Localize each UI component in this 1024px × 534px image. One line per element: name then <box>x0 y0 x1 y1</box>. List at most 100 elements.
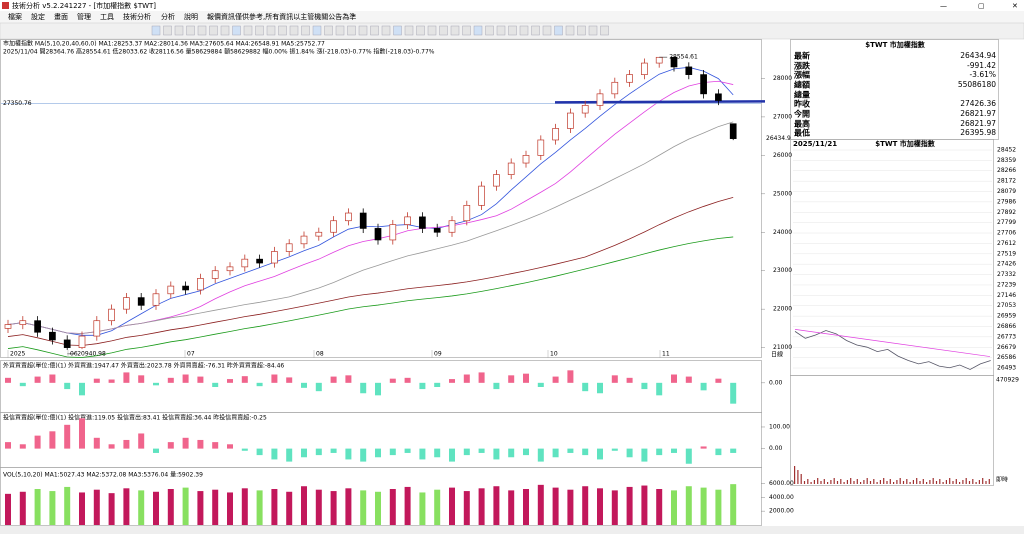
toolbar-button[interactable] <box>324 25 333 36</box>
toolbar-button[interactable] <box>232 25 241 36</box>
bar <box>523 448 529 456</box>
bar <box>108 444 115 449</box>
bar <box>537 484 544 525</box>
bar <box>19 382 26 387</box>
quote-label: 漲幅 <box>794 70 810 80</box>
quote-value: 55086180 <box>958 80 996 89</box>
bar <box>241 376 248 383</box>
toolbar-button[interactable] <box>416 25 425 36</box>
ma-line <box>7 196 734 346</box>
candle-body <box>374 228 382 241</box>
toolbar-button[interactable] <box>439 25 448 36</box>
bar <box>79 492 85 525</box>
toolbar-button[interactable] <box>335 25 345 36</box>
window-controls[interactable]: ▢ <box>978 2 985 10</box>
toolbar-button[interactable] <box>266 25 276 36</box>
bar <box>493 448 500 460</box>
menu-item[interactable]: 設定 <box>31 12 45 21</box>
candle-body <box>655 56 663 64</box>
toolbar-button[interactable] <box>370 25 379 36</box>
bar <box>597 448 603 460</box>
toolbar-button[interactable] <box>255 25 264 36</box>
bar <box>271 374 278 383</box>
menu-item[interactable]: 分析 <box>161 12 175 21</box>
toolbar-button[interactable] <box>197 25 207 36</box>
intraday-volume-bar <box>886 481 888 484</box>
bar <box>167 489 174 525</box>
bar <box>19 444 26 449</box>
y-tick-label: 27892 <box>997 209 1016 216</box>
panel-info: 投信買賣超(單位:億)(1) 投信買進:119.05 投信賣出:83.41 投信… <box>3 414 267 422</box>
intraday-volume-bar <box>982 478 984 484</box>
candle-body <box>611 81 619 95</box>
toolbar-button[interactable] <box>577 25 586 36</box>
quote-value: 27426.36 <box>960 99 996 108</box>
toolbar-button[interactable] <box>600 25 609 36</box>
toolbar-button[interactable] <box>393 25 402 36</box>
toolbar-button[interactable] <box>186 25 195 36</box>
candle-body <box>389 224 397 241</box>
intraday-volume-bar <box>820 481 822 484</box>
toolbar-button[interactable] <box>381 25 391 36</box>
toolbar-button[interactable] <box>174 25 184 36</box>
toolbar-button[interactable] <box>278 25 287 36</box>
menu-item[interactable]: 檔案 <box>8 12 22 21</box>
window-controls[interactable]: ✕ <box>1012 2 1018 10</box>
intraday-volume-bar <box>935 481 938 484</box>
bar <box>537 382 544 387</box>
toolbar-button[interactable] <box>450 25 460 36</box>
candle-body <box>522 155 530 164</box>
bar <box>552 448 559 458</box>
toolbar-button[interactable] <box>565 25 575 36</box>
y-tick-label: 2000.00 <box>769 508 794 515</box>
intraday-volume-bar <box>803 481 806 484</box>
toolbar-button[interactable] <box>312 25 322 36</box>
bar <box>153 448 159 453</box>
toolbar-button[interactable] <box>508 25 517 36</box>
toolbar-button[interactable] <box>554 25 563 36</box>
y-tick-label: 0.00 <box>769 379 783 386</box>
toolbar-button[interactable] <box>485 25 494 36</box>
toolbar-button[interactable] <box>347 25 356 36</box>
menu-item[interactable]: 畫面 <box>54 12 68 21</box>
panel-info: 外資買賣超(單位:億)(1) 外資買進:1947.47 外資賣出:2023.78… <box>3 362 284 370</box>
toolbar-button[interactable] <box>301 25 310 36</box>
y-tick-label: 28452 <box>997 147 1016 154</box>
toolbar-button[interactable] <box>519 25 529 36</box>
toolbar-button[interactable] <box>588 25 598 36</box>
x-tick-label: 2025 <box>10 351 25 358</box>
bar <box>508 375 515 383</box>
x-tick-label: 10 <box>550 351 558 358</box>
app-icon <box>2 2 9 9</box>
toolbar-button[interactable] <box>542 25 552 36</box>
candle-body <box>419 216 426 229</box>
intraday-volume-bar <box>965 478 967 484</box>
toolbar-button[interactable] <box>289 25 299 36</box>
toolbar-button[interactable] <box>163 25 172 36</box>
x-tick-label: 06 <box>70 351 78 358</box>
menu-item[interactable]: 技術分析 <box>123 12 151 21</box>
bar <box>330 448 337 453</box>
toolbar-button[interactable] <box>243 25 253 36</box>
bar <box>389 448 396 456</box>
menu-item[interactable]: 工具 <box>100 13 114 21</box>
toolbar-button[interactable] <box>531 25 540 36</box>
window-controls[interactable]: — <box>940 2 947 10</box>
intraday-volume-bar <box>889 479 891 484</box>
toolbar-button[interactable] <box>220 25 230 36</box>
bar <box>49 431 56 449</box>
bar <box>404 486 411 525</box>
intraday-volume-bar <box>939 479 941 484</box>
menu-item[interactable]: 報價資訊僅供參考,所有資訊以主管機關公告為準 <box>207 12 356 21</box>
bar <box>360 448 367 462</box>
menu-item[interactable]: 管理 <box>77 12 91 21</box>
toolbar-button[interactable] <box>473 25 483 36</box>
toolbar-button[interactable] <box>358 25 368 36</box>
toolbar-button[interactable] <box>209 25 218 36</box>
menu-item[interactable]: 說明 <box>184 12 198 21</box>
toolbar-button[interactable] <box>496 25 506 36</box>
toolbar-button[interactable] <box>427 25 437 36</box>
toolbar-button[interactable] <box>404 25 414 36</box>
toolbar-button[interactable] <box>151 25 161 36</box>
toolbar-button[interactable] <box>462 25 471 36</box>
